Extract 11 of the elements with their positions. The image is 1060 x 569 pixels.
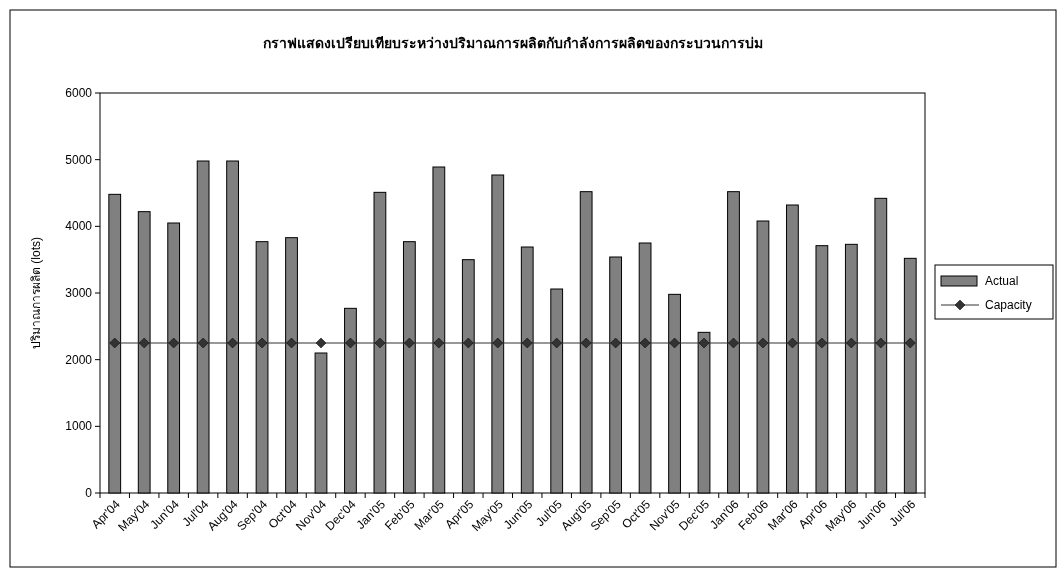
y-tick-label: 5000 [65,152,93,167]
chart-title: กราฟแสดงเปรียบเทียบระหว่างปริมาณการผลิตกับกำลังการผลิตของกระบวนการบ่ม [262,35,763,51]
y-tick-label: 6000 [65,86,93,100]
legend-label: Capacity [985,298,1032,312]
y-tick-label: 0 [85,486,93,500]
y-axis-title: ปริมาณการผลิต (lots) [29,237,43,349]
legend-label: Actual [985,274,1019,288]
y-tick-label: 3000 [65,286,93,300]
y-tick-label: 2000 [65,352,93,367]
y-tick-label: 1000 [65,419,93,434]
y-tick-label: 4000 [65,219,93,234]
